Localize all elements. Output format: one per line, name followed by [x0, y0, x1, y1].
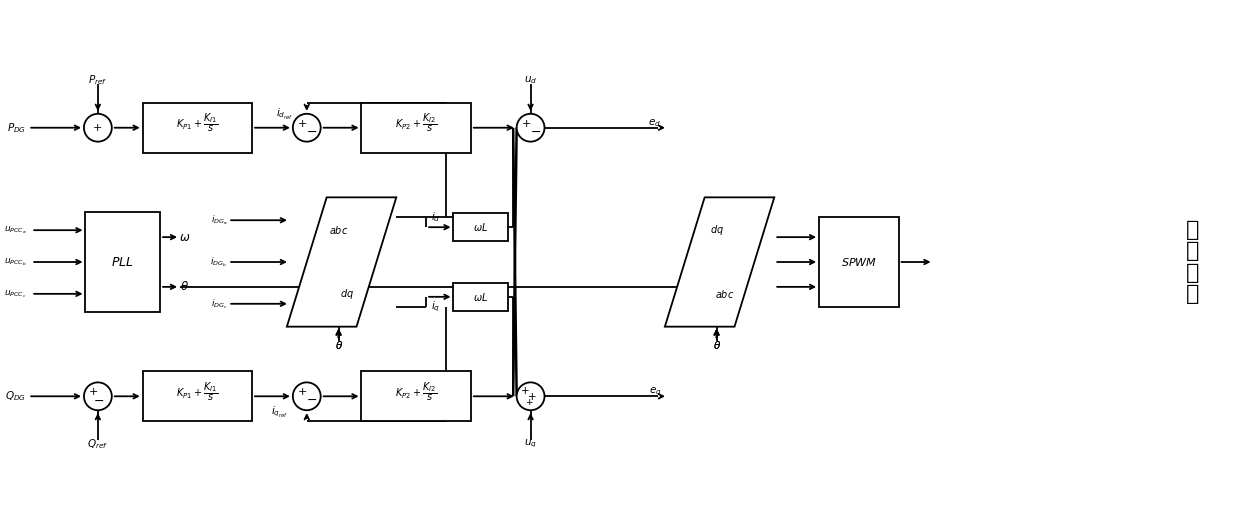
Text: $i_{DG_c}$: $i_{DG_c}$ [211, 297, 227, 310]
Circle shape [517, 383, 544, 410]
Text: $+$: $+$ [527, 391, 537, 402]
Text: $-$: $-$ [93, 394, 104, 407]
Text: $P_{ref}$: $P_{ref}$ [88, 73, 108, 87]
Text: $\theta$: $\theta$ [713, 338, 720, 350]
Circle shape [84, 114, 112, 142]
Bar [143, 103, 252, 153]
Text: $+$: $+$ [296, 118, 306, 129]
Text: $i_{DG_b}$: $i_{DG_b}$ [211, 255, 227, 269]
Text: $+$: $+$ [521, 385, 529, 396]
Text: $+$: $+$ [526, 397, 534, 407]
Text: $dq$: $dq$ [709, 223, 724, 237]
Text: $-$: $-$ [306, 125, 317, 138]
Text: $K_{P1}+\dfrac{K_{I1}}{s}$: $K_{P1}+\dfrac{K_{I1}}{s}$ [176, 111, 218, 134]
Text: $PLL$: $PLL$ [112, 256, 134, 269]
Text: $i_{DG_a}$: $i_{DG_a}$ [211, 213, 227, 227]
Text: $u_d$: $u_d$ [525, 74, 537, 86]
Text: $\omega L$: $\omega L$ [474, 291, 489, 303]
Bar [820, 217, 899, 307]
Text: $e_q$: $e_q$ [649, 385, 661, 397]
Text: $SPWM$: $SPWM$ [841, 256, 877, 268]
Text: $+$: $+$ [521, 118, 531, 129]
Text: $abc$: $abc$ [329, 224, 348, 236]
Bar [454, 283, 508, 311]
Text: $-$: $-$ [529, 125, 541, 138]
Bar [362, 372, 471, 421]
Text: $dq$: $dq$ [340, 287, 353, 301]
Text: $e_d$: $e_d$ [649, 117, 661, 129]
Text: $Q_{ref}$: $Q_{ref}$ [87, 437, 108, 451]
Text: $+$: $+$ [88, 386, 98, 397]
Text: $i_d$: $i_d$ [432, 210, 440, 224]
Text: $K_{P2}+\dfrac{K_{I2}}{s}$: $K_{P2}+\dfrac{K_{I2}}{s}$ [396, 380, 438, 403]
Bar [454, 213, 508, 241]
Text: $i_{d_{ref}}$: $i_{d_{ref}}$ [275, 108, 293, 122]
Text: $\omega L$: $\omega L$ [474, 221, 489, 233]
Text: $abc$: $abc$ [714, 288, 734, 300]
Text: $+$: $+$ [92, 122, 103, 133]
Polygon shape [286, 197, 397, 327]
Text: $\theta$: $\theta$ [713, 338, 720, 350]
Text: $\theta$: $\theta$ [335, 338, 342, 350]
Text: $\theta$: $\theta$ [335, 338, 342, 350]
Text: $i_q$: $i_q$ [432, 299, 440, 314]
Bar [362, 103, 471, 153]
Polygon shape [665, 197, 774, 327]
Circle shape [293, 383, 321, 410]
Text: $u_{PCC_c}$: $u_{PCC_c}$ [5, 288, 27, 300]
Text: 脉
冲
信
号: 脉 冲 信 号 [1185, 220, 1199, 305]
Text: $\theta$: $\theta$ [181, 280, 190, 294]
Text: $u_{PCC_b}$: $u_{PCC_b}$ [5, 256, 27, 268]
Text: $P_{DG}$: $P_{DG}$ [7, 121, 26, 134]
Text: $K_{P2}+\dfrac{K_{I2}}{s}$: $K_{P2}+\dfrac{K_{I2}}{s}$ [396, 111, 438, 134]
Text: $-$: $-$ [306, 393, 317, 406]
Bar [86, 212, 160, 312]
Text: $u_q$: $u_q$ [525, 438, 537, 450]
Circle shape [293, 114, 321, 142]
Circle shape [517, 114, 544, 142]
Text: $Q_{DG}$: $Q_{DG}$ [5, 389, 26, 403]
Bar [143, 372, 252, 421]
Circle shape [84, 383, 112, 410]
Text: $+$: $+$ [296, 386, 306, 397]
Text: $i_{q_{ref}}$: $i_{q_{ref}}$ [270, 404, 288, 418]
Text: $u_{PCC_a}$: $u_{PCC_a}$ [5, 225, 27, 236]
Text: $\omega$: $\omega$ [180, 231, 191, 243]
Text: $K_{P1}+\dfrac{K_{I1}}{s}$: $K_{P1}+\dfrac{K_{I1}}{s}$ [176, 380, 218, 403]
